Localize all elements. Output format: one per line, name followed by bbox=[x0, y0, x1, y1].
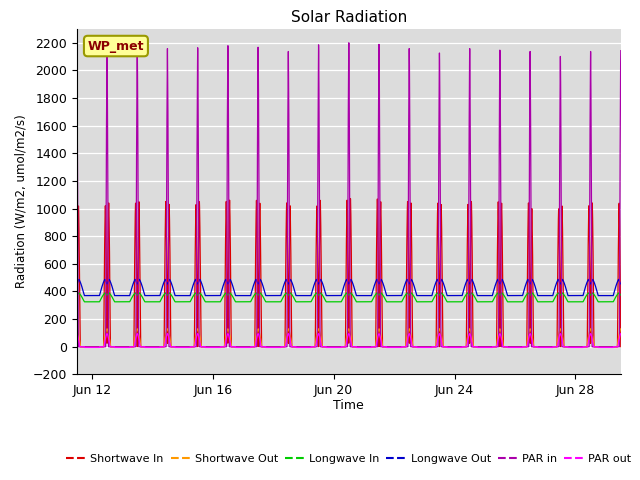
Title: Solar Radiation: Solar Radiation bbox=[291, 10, 407, 25]
Y-axis label: Radiation (W/m2, umol/m2/s): Radiation (W/m2, umol/m2/s) bbox=[14, 115, 27, 288]
X-axis label: Time: Time bbox=[333, 398, 364, 411]
Legend: Shortwave In, Shortwave Out, Longwave In, Longwave Out, PAR in, PAR out: Shortwave In, Shortwave Out, Longwave In… bbox=[61, 449, 636, 468]
Text: WP_met: WP_met bbox=[88, 39, 144, 52]
